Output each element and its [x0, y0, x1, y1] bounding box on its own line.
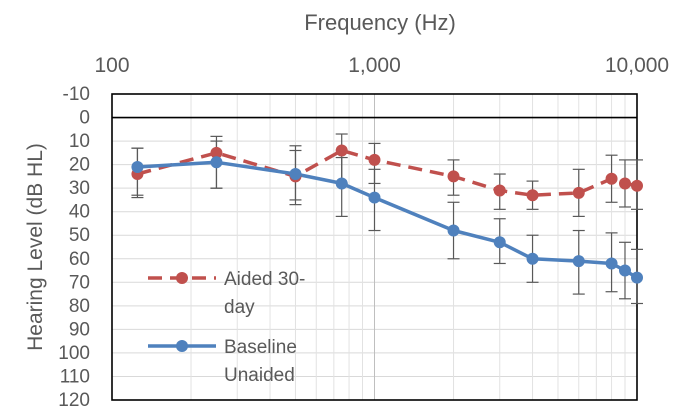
x-tick-label: 10,000: [605, 54, 669, 77]
data-point: [631, 271, 643, 284]
data-point: [572, 255, 585, 268]
y-tick-label: 60: [69, 249, 90, 270]
data-point: [618, 264, 631, 277]
data-point: [368, 153, 381, 166]
plot-frame: [111, 93, 638, 401]
y-tick-label: 80: [69, 296, 90, 317]
y-tick-label: 120: [58, 390, 90, 411]
data-point: [493, 236, 506, 249]
grid-lines: [111, 93, 638, 401]
x-tick-label: 1,000: [348, 54, 401, 77]
y-tick-label: 20: [69, 155, 90, 176]
data-point: [605, 257, 618, 270]
data-point: [335, 177, 348, 190]
series-markers: [131, 144, 643, 284]
y-axis-title: Hearing Level (dB HL): [24, 143, 47, 351]
y-tick-label: 0: [79, 108, 90, 129]
y-tick-label: 40: [69, 202, 90, 223]
x-axis-title: Frequency (Hz): [304, 10, 456, 35]
data-point: [631, 179, 643, 192]
y-tick-label: -10: [63, 84, 90, 105]
error-bars: [131, 133, 643, 305]
data-point: [368, 191, 381, 204]
legend-swatch-marker: [176, 272, 188, 284]
data-point: [131, 160, 144, 173]
data-point: [447, 224, 460, 237]
legend-label: Aided 30-: [224, 269, 305, 290]
y-tick-label: 10: [69, 131, 90, 152]
y-tick-label: 90: [69, 319, 90, 340]
y-tick-label: 100: [58, 343, 90, 364]
legend: Aided 30- day Baseline Unaided: [148, 269, 305, 386]
data-point: [526, 252, 539, 265]
data-point: [605, 172, 618, 185]
y-tick-label: 30: [69, 178, 90, 199]
data-point: [210, 156, 223, 169]
data-point: [210, 146, 223, 159]
series-line: [136, 148, 638, 197]
legend-label: Baseline: [224, 337, 297, 358]
y-tick-label: 50: [69, 225, 90, 246]
legend-label: day: [224, 297, 255, 318]
data-point: [618, 177, 631, 190]
data-point: [335, 144, 348, 157]
x-tick-label: 100: [94, 54, 129, 77]
legend-label: Unaided: [224, 365, 295, 386]
axes: Frequency (Hz) Hearing Level (dB HL) 100…: [24, 10, 669, 411]
legend-swatch-marker: [176, 340, 188, 352]
data-point: [447, 170, 460, 183]
y-tick-label: 70: [69, 272, 90, 293]
data-point: [572, 186, 585, 199]
data-point: [526, 189, 539, 202]
data-point: [289, 168, 302, 181]
data-point: [493, 184, 506, 197]
series-line: [137, 160, 638, 280]
y-tick-label: 110: [60, 366, 90, 387]
